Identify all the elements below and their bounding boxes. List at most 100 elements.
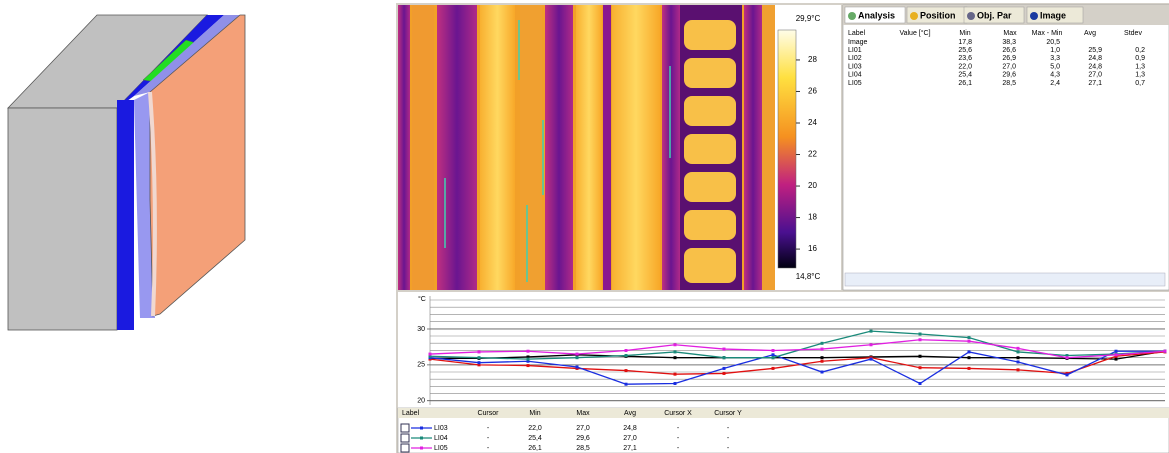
- profile-point: [968, 340, 971, 343]
- table-cell: 29,6: [1002, 72, 1016, 79]
- legend-cell: LI03: [434, 425, 448, 432]
- profile-point: [625, 369, 628, 372]
- checkbox[interactable]: [401, 434, 409, 442]
- profile-point: [968, 336, 971, 339]
- profile-point: [870, 330, 873, 333]
- legend-cell: 24,8: [623, 425, 637, 432]
- thermal-image: [398, 5, 775, 290]
- colorbar-max: 29,9°C: [796, 14, 821, 23]
- table-header: Label: [848, 30, 866, 37]
- table-cell: LI01: [848, 47, 862, 54]
- colorbar-tick-label: 26: [808, 87, 817, 96]
- table-cell: 17,8: [958, 39, 972, 46]
- table-cell: 26,1: [958, 80, 972, 87]
- tab-label[interactable]: Image: [1040, 10, 1066, 20]
- profile-point: [576, 356, 579, 359]
- colorbar-tick-label: 22: [808, 150, 817, 159]
- profile-point: [919, 333, 922, 336]
- tab-icon: [1030, 12, 1038, 20]
- legend-swatch-point: [420, 437, 423, 440]
- profile-point: [870, 358, 873, 361]
- y-unit: °C: [418, 295, 426, 303]
- colorbar-tick-label: 28: [808, 55, 817, 64]
- profile-point: [527, 364, 530, 367]
- table-cell: 28,5: [1002, 80, 1016, 87]
- table-cell: 1,3: [1135, 72, 1145, 79]
- profile-point: [772, 353, 775, 356]
- legend-swatch-point: [420, 447, 423, 450]
- profile-point: [1115, 350, 1118, 353]
- tab-label[interactable]: Analysis: [858, 10, 895, 20]
- profile-point: [821, 360, 824, 363]
- checkbox[interactable]: [401, 444, 409, 452]
- profile-point: [772, 349, 775, 352]
- profile-point: [919, 382, 922, 385]
- legend-cell: 22,0: [528, 425, 542, 432]
- profile-point: [1115, 353, 1118, 356]
- profile-point: [1017, 356, 1020, 359]
- colorbar-min: 14,8°C: [796, 272, 821, 281]
- profile-point: [821, 371, 824, 374]
- tab-label[interactable]: Position: [920, 10, 956, 20]
- profile-point: [723, 348, 726, 351]
- profile-point: [723, 372, 726, 375]
- profile-point: [625, 383, 628, 386]
- table-header: Max - Min: [1032, 30, 1063, 37]
- profile-point: [821, 348, 824, 351]
- block-diagram: [8, 15, 245, 330]
- legend-header: Avg: [624, 410, 636, 417]
- profile-point: [919, 355, 922, 358]
- profile-point: [1017, 360, 1020, 363]
- page: 29,9°C 14,8°C 28262422201816AnalysisPosi…: [0, 0, 1169, 453]
- profile-point: [772, 356, 775, 359]
- profile-point: [1164, 350, 1167, 353]
- profile-point: [968, 350, 971, 353]
- scrollbar[interactable]: [845, 273, 1165, 286]
- legend-header: Cursor X: [664, 410, 692, 417]
- profile-point: [674, 350, 677, 353]
- profile-point: [625, 354, 628, 357]
- profile-point: [527, 350, 530, 353]
- table-header: Max: [1003, 30, 1017, 37]
- profile-point: [968, 356, 971, 359]
- legend-header: Cursor: [477, 410, 499, 417]
- legend-cell: LI04: [434, 435, 448, 442]
- table-cell: 25,9: [1088, 47, 1102, 54]
- profile-point: [429, 353, 432, 356]
- legend-header: Cursor Y: [714, 410, 742, 417]
- legend-header-bg: [398, 408, 1169, 418]
- table-cell: 20,5: [1046, 39, 1060, 46]
- table-cell: 0,2: [1135, 47, 1145, 54]
- table-header: Value [°C]: [899, 29, 930, 37]
- profile-point: [723, 356, 726, 359]
- tab-label[interactable]: Obj. Par: [977, 10, 1012, 20]
- profile-point: [576, 365, 579, 368]
- table-cell: 2,4: [1050, 80, 1060, 87]
- y-tick-label: 20: [417, 398, 425, 405]
- colorbar-tick-label: 16: [808, 244, 817, 253]
- profile-point: [870, 343, 873, 346]
- profile-point: [1066, 356, 1069, 359]
- table-cell: 5,0: [1050, 63, 1060, 70]
- table-cell: 3,3: [1050, 55, 1060, 62]
- profile-point: [674, 356, 677, 359]
- table-cell: 0,7: [1135, 80, 1145, 87]
- profile-point: [478, 350, 481, 353]
- tab-icon: [967, 12, 975, 20]
- table-cell: 25,6: [958, 47, 972, 54]
- profile-point: [1115, 358, 1118, 361]
- checkbox[interactable]: [401, 424, 409, 432]
- profile-point: [1017, 350, 1020, 353]
- profile-point: [576, 353, 579, 356]
- table-cell: 4,3: [1050, 72, 1060, 79]
- table-header: Stdev: [1124, 30, 1142, 37]
- tab-icon: [910, 12, 918, 20]
- profile-point: [1066, 373, 1069, 376]
- profile-point: [478, 356, 481, 359]
- table-cell: Image: [848, 39, 868, 46]
- profile-point: [919, 338, 922, 341]
- legend-header: Max: [576, 410, 590, 417]
- profile-point: [674, 343, 677, 346]
- profile-point: [821, 342, 824, 345]
- legend-cell: LI05: [434, 445, 448, 452]
